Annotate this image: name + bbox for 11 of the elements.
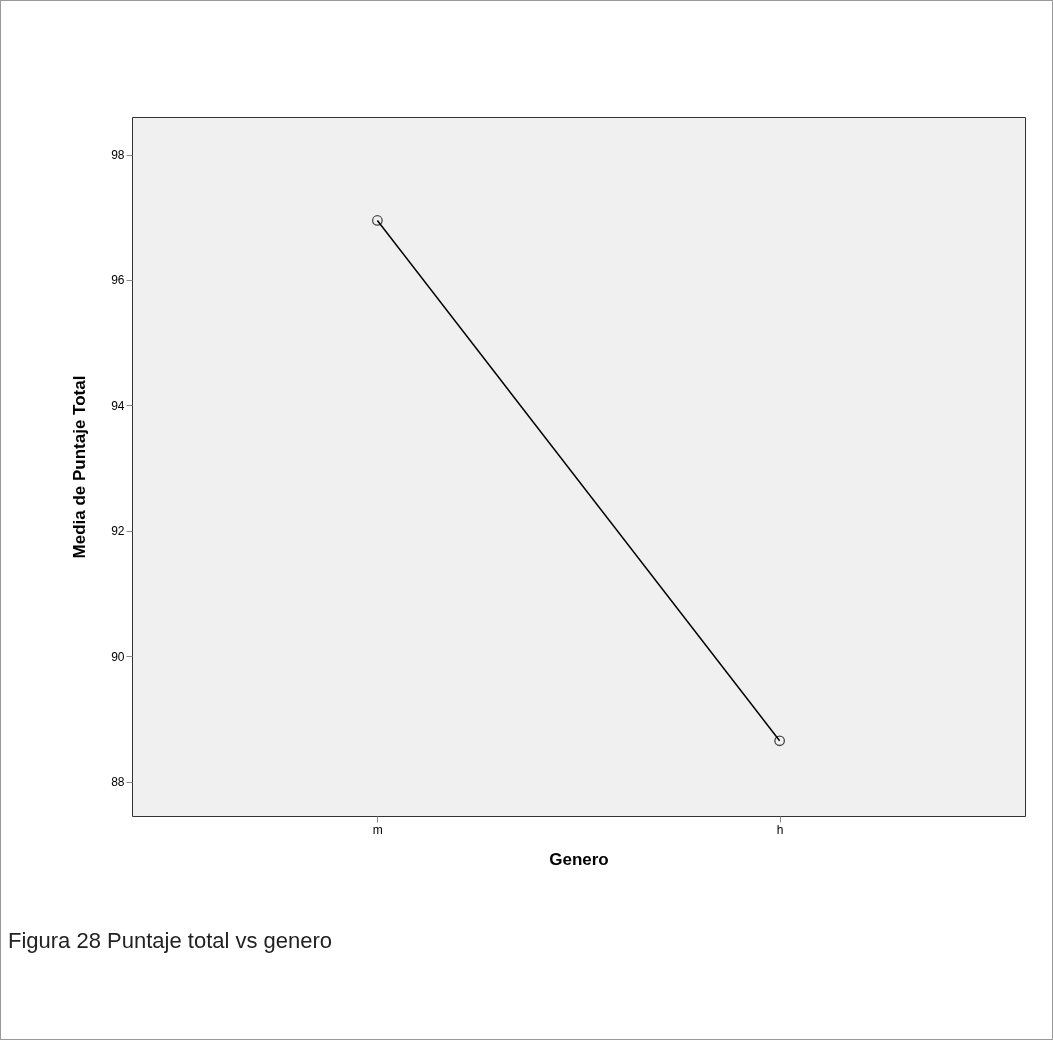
x-tick-label: h [776,822,784,837]
text: Figura 28 Puntaje total vs genero [8,928,333,954]
x-axis-title: Genero [549,849,609,869]
y-tick-label: 92 [111,524,125,539]
y-tick-label: 88 [111,775,125,790]
y-tick-label: 94 [111,398,125,413]
y-axis-title: Media de Puntaje Total [70,375,90,559]
y-tick-label: 96 [111,273,125,288]
x-tick-label: m [372,822,383,837]
y-tick-label: 90 [111,649,125,664]
y-tick-label: 98 [111,148,125,163]
